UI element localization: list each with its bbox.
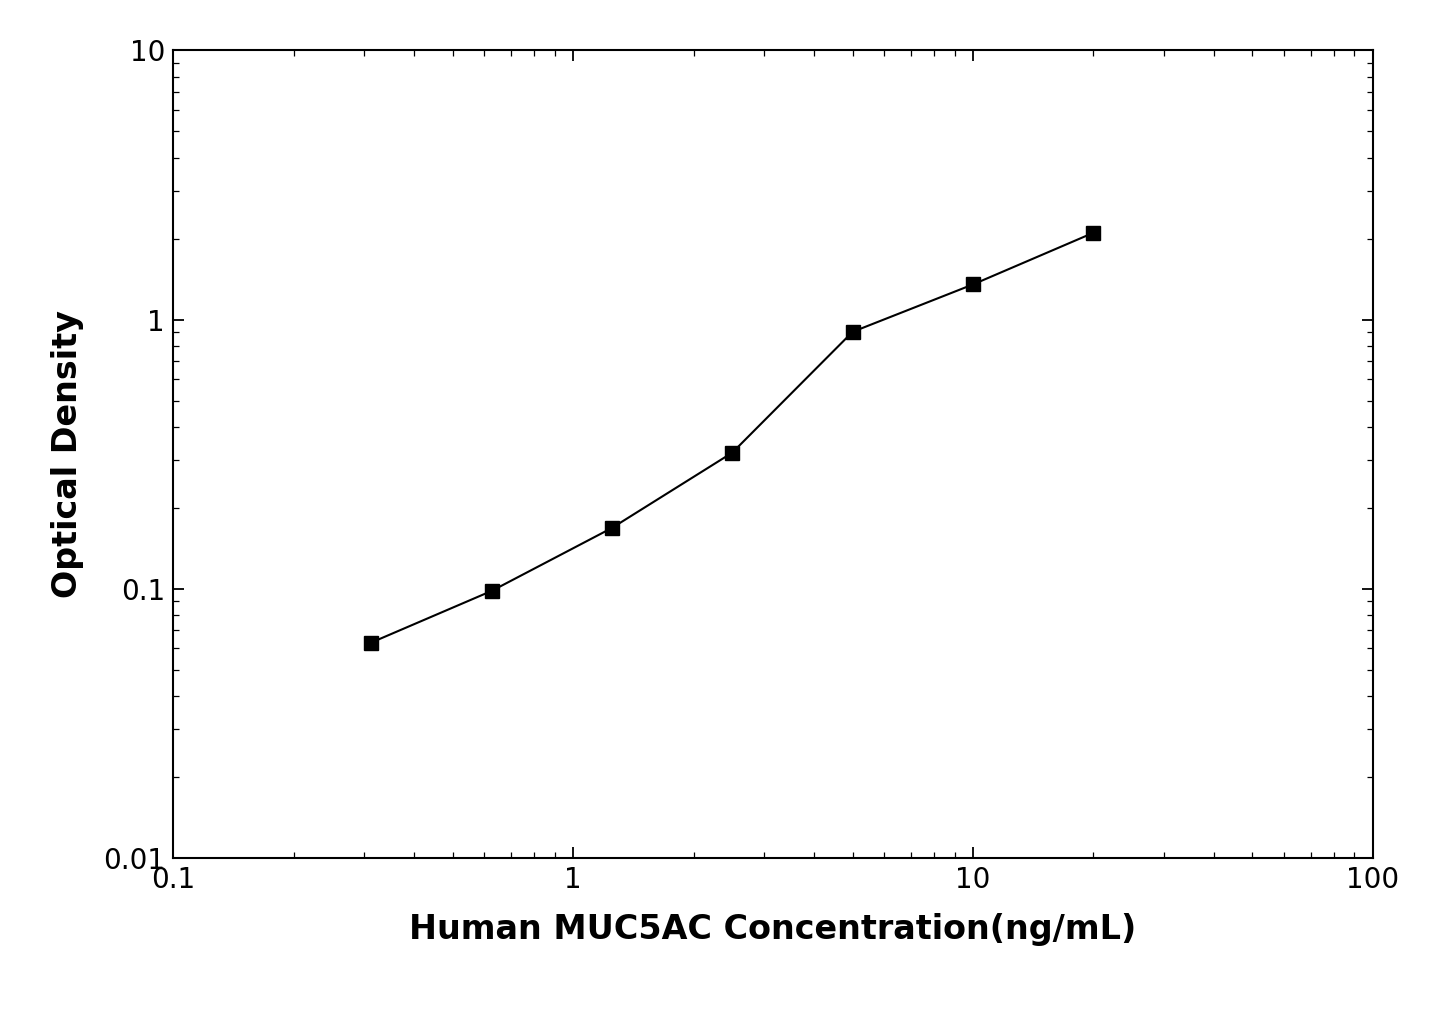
- X-axis label: Human MUC5AC Concentration(ng/mL): Human MUC5AC Concentration(ng/mL): [409, 913, 1137, 946]
- Y-axis label: Optical Density: Optical Density: [51, 310, 84, 598]
